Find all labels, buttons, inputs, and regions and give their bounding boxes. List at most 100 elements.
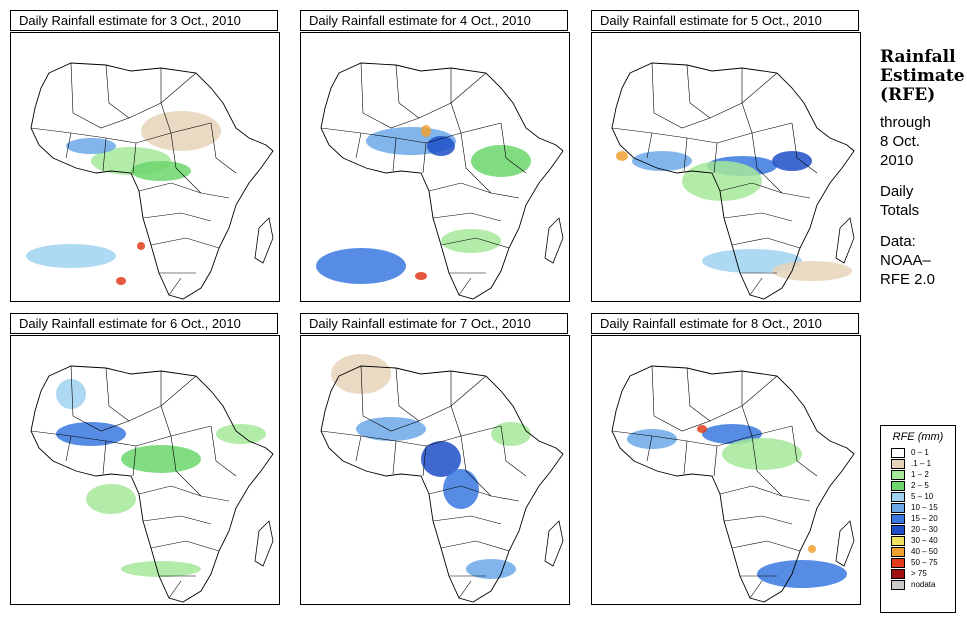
country-border xyxy=(138,485,230,502)
madagascar-outline xyxy=(254,217,274,264)
legend-label: 0 – 1 xyxy=(911,447,929,457)
madagascar-outline xyxy=(544,217,564,264)
rainfall-area xyxy=(356,417,426,441)
country-border xyxy=(611,425,793,447)
legend-swatch xyxy=(891,469,905,480)
legend-swatch xyxy=(891,447,905,458)
legend-item: 50 – 75 xyxy=(891,557,955,568)
country-border xyxy=(210,122,237,174)
country-border xyxy=(791,425,818,477)
title-line: Estimate xyxy=(880,66,965,86)
country-border xyxy=(751,435,783,497)
rainfall-area xyxy=(66,138,116,154)
country-border xyxy=(395,64,420,119)
legend-item: 2 – 5 xyxy=(891,480,955,491)
map-panel-oct-3: Daily Rainfall estimate for 3 Oct., 2010 xyxy=(10,10,280,302)
country-border xyxy=(355,435,362,462)
country-border xyxy=(168,277,182,296)
legend-swatch xyxy=(891,568,905,579)
country-border xyxy=(65,132,72,159)
country-border xyxy=(450,371,462,437)
rainfall-area xyxy=(56,422,126,446)
date-label: 8 Oct. xyxy=(880,133,921,150)
panel-title: Daily Rainfall estimate for 7 Oct., 2010 xyxy=(300,313,568,334)
rainfall-area xyxy=(316,248,406,284)
country-border xyxy=(142,515,212,525)
country-border xyxy=(460,132,492,194)
legend-label: 20 – 30 xyxy=(911,524,938,534)
madagascar-outline xyxy=(835,217,855,264)
legend-swatch xyxy=(891,579,905,590)
country-border xyxy=(791,122,818,174)
country-border xyxy=(723,212,793,222)
through-label: through xyxy=(880,114,931,131)
legend-swatch xyxy=(891,458,905,469)
country-border xyxy=(440,540,510,552)
country-border xyxy=(422,142,427,174)
rainfall-map xyxy=(591,32,861,302)
map-panel-oct-4: Daily Rainfall estimate for 4 Oct., 2010 xyxy=(300,10,570,302)
country-border xyxy=(428,485,520,502)
rainfall-area xyxy=(697,425,707,433)
country-border xyxy=(713,445,718,477)
totals-label: Totals xyxy=(880,202,920,219)
country-border xyxy=(150,237,220,249)
country-border xyxy=(751,132,783,194)
country-border xyxy=(30,425,212,447)
legend-swatch xyxy=(891,524,905,535)
country-border xyxy=(731,237,801,249)
africa-coastline xyxy=(320,365,564,603)
country-border xyxy=(150,540,220,552)
country-border xyxy=(686,64,711,119)
rainfall-area xyxy=(116,277,126,285)
rainfall-area xyxy=(466,559,516,579)
legend-swatch xyxy=(891,557,905,568)
rainfall-area xyxy=(471,145,531,177)
panel-title: Daily Rainfall estimate for 8 Oct., 2010 xyxy=(591,313,859,334)
rainfall-area xyxy=(141,111,221,151)
rainfall-area xyxy=(808,545,816,553)
rainfall-area xyxy=(491,422,531,446)
rainfall-area xyxy=(421,441,461,477)
rainfall-area xyxy=(137,242,145,250)
rainfall-map xyxy=(300,32,570,302)
madagascar-outline xyxy=(254,520,274,567)
rainfall-area xyxy=(682,161,762,201)
legend-item: .1 – 1 xyxy=(891,458,955,469)
country-border xyxy=(432,212,502,222)
country-border xyxy=(360,62,487,129)
africa-coastline xyxy=(30,365,274,603)
country-border xyxy=(611,122,793,144)
country-border xyxy=(500,122,527,174)
country-border xyxy=(30,122,212,144)
rainfall-area xyxy=(616,151,628,161)
country-border xyxy=(683,440,688,475)
legend-swatch xyxy=(891,480,905,491)
africa-coastline xyxy=(611,365,855,603)
map-panel-oct-8: Daily Rainfall estimate for 8 Oct., 2010 xyxy=(591,313,861,605)
country-border xyxy=(320,122,502,144)
country-border xyxy=(102,440,107,475)
country-border xyxy=(432,515,502,525)
rainfall-area xyxy=(627,429,677,449)
legend-item: 10 – 15 xyxy=(891,502,955,513)
country-border xyxy=(138,182,230,199)
country-border xyxy=(458,580,472,599)
legend-item: 30 – 40 xyxy=(891,535,955,546)
madagascar-outline xyxy=(835,520,855,567)
country-border xyxy=(428,182,520,199)
rainfall-area xyxy=(216,424,266,444)
country-border xyxy=(683,137,688,172)
rainfall-area xyxy=(86,484,136,514)
country-border xyxy=(719,182,811,199)
rainfall-area xyxy=(702,424,762,444)
country-border xyxy=(646,132,653,159)
legend-label: 50 – 75 xyxy=(911,557,938,567)
legend-item: nodata xyxy=(891,579,955,590)
country-border xyxy=(646,435,653,462)
legend-label: 10 – 15 xyxy=(911,502,938,512)
legend-label: nodata xyxy=(911,579,936,589)
africa-coastline xyxy=(320,62,564,300)
rainfall-area xyxy=(757,560,847,588)
panel-title: Daily Rainfall estimate for 4 Oct., 2010 xyxy=(300,10,568,31)
